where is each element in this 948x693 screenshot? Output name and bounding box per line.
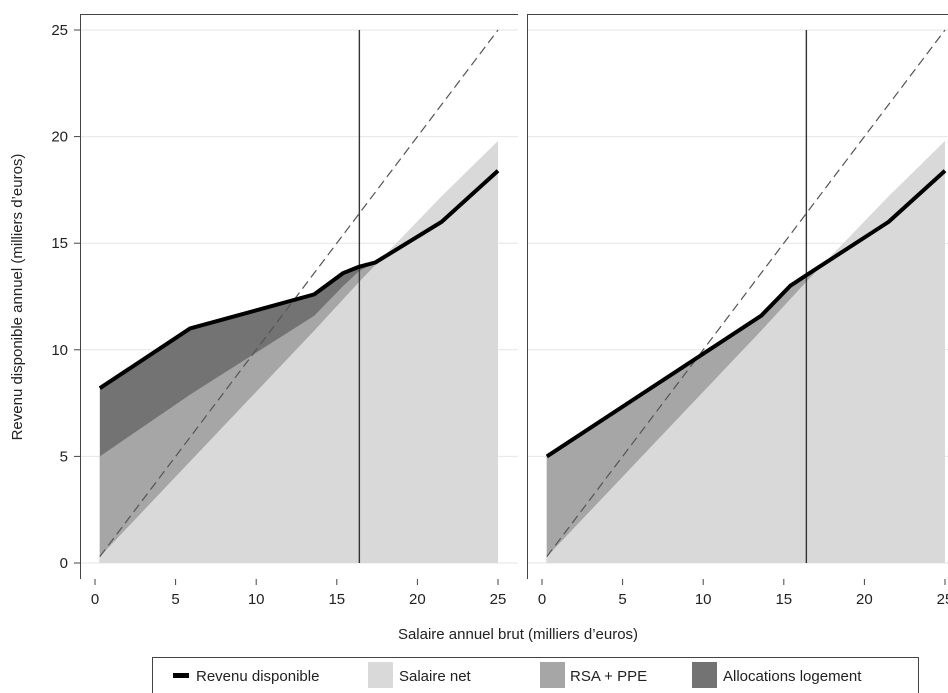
legend-swatch-revenu — [173, 673, 189, 678]
area-salaire-net — [546, 140, 945, 563]
panel-frame — [80, 14, 518, 579]
x-tick-label-5: 5 — [618, 591, 626, 608]
legend-box — [152, 657, 919, 693]
y-tick-label-10: 10 — [51, 342, 68, 359]
x-tick-label-20: 20 — [409, 591, 426, 608]
x-tick-label-25: 25 — [937, 591, 948, 608]
x-tick-label-10: 10 — [695, 591, 712, 608]
x-tick-label-5: 5 — [171, 591, 179, 608]
legend-label-revenu: Revenu disponible — [196, 668, 319, 685]
legend: Revenu disponible Salaire net RSA + PPE All… — [152, 657, 919, 693]
x-tick-label-15: 15 — [775, 591, 792, 608]
legend-label-salaire_net: Salaire net — [399, 668, 472, 685]
x-tick-label-0: 0 — [91, 591, 99, 608]
x-tick-label-20: 20 — [856, 591, 873, 608]
line-revenu-disponible — [98, 169, 500, 390]
panel-1 — [80, 14, 518, 579]
x-tick-label-25: 25 — [490, 591, 507, 608]
diagonal-line — [546, 29, 946, 557]
x-tick-label-15: 15 — [328, 591, 345, 608]
diagonal-line — [99, 29, 499, 557]
y-tick-label-25: 25 — [51, 22, 68, 39]
legend-label-logement: Allocations logement — [723, 668, 862, 685]
y-tick-label-20: 20 — [51, 129, 68, 146]
panel-2 — [527, 14, 948, 579]
y-tick-label-0: 0 — [60, 555, 68, 572]
y-tick-label-15: 15 — [51, 235, 68, 252]
legend-swatch-rsa_ppe — [540, 662, 565, 688]
y-axis-title: Revenu disponible annuel (milliers d’eur… — [9, 154, 26, 441]
legend-swatch-logement — [692, 662, 717, 688]
legend-swatch-salaire_net — [368, 662, 393, 688]
legend-label-rsa_ppe: RSA + PPE — [570, 668, 647, 685]
x-tick-label-0: 0 — [538, 591, 546, 608]
x-axis-title: Salaire annuel brut (milliers d’euros) — [398, 626, 638, 643]
panel-frame — [527, 14, 948, 579]
x-tick-label-10: 10 — [248, 591, 265, 608]
y-tick-label-5: 5 — [60, 448, 68, 465]
line-revenu-disponible — [545, 169, 947, 459]
